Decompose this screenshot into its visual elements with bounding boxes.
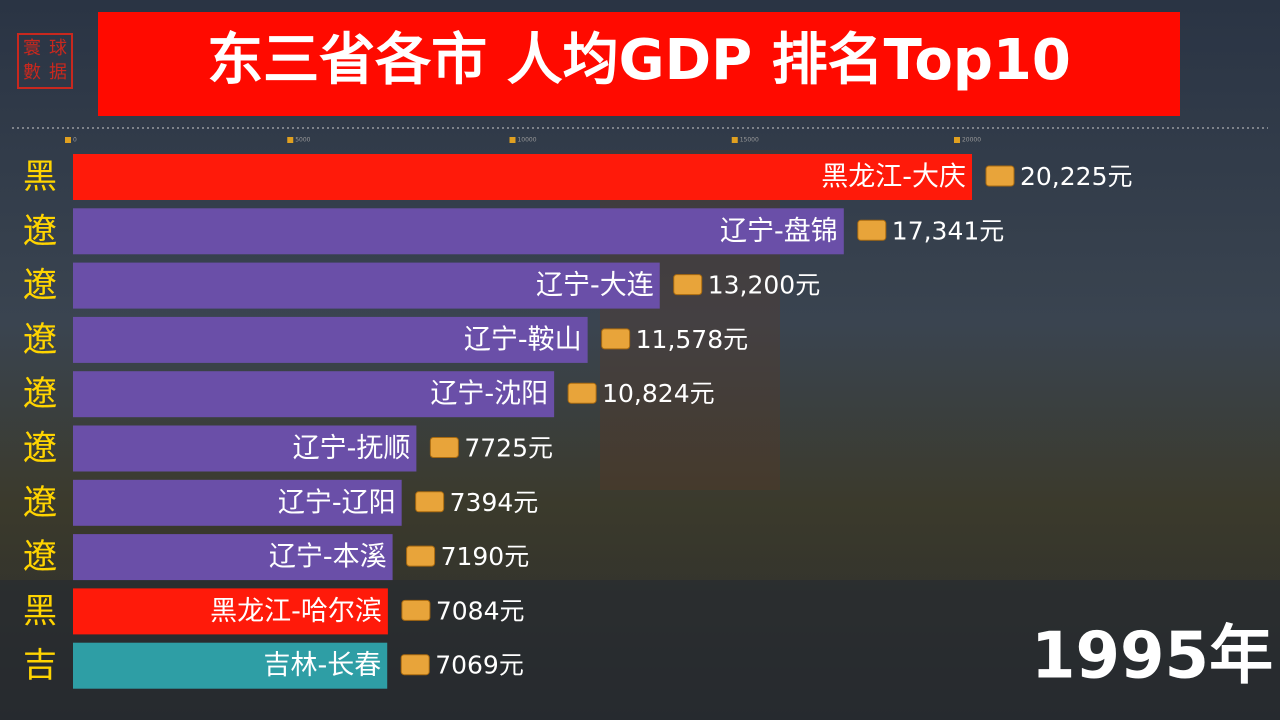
money-icon bbox=[415, 491, 445, 513]
title-box bbox=[98, 12, 1180, 116]
region-label: 遼 bbox=[23, 537, 57, 577]
bar bbox=[73, 534, 393, 581]
logo-char: 据 bbox=[49, 62, 67, 83]
value-label: 7394元 bbox=[450, 488, 539, 517]
bar bbox=[73, 154, 972, 200]
x-tick-label: 0 bbox=[73, 137, 77, 144]
bar bbox=[73, 316, 588, 363]
money-icon bbox=[601, 328, 631, 350]
x-tick-label: 20000 bbox=[962, 137, 981, 144]
period-label: 1995年 bbox=[1031, 620, 1273, 694]
x-tick-mark bbox=[731, 137, 738, 143]
money-icon bbox=[985, 165, 1015, 187]
bar bbox=[73, 208, 844, 255]
x-tick-mark bbox=[65, 137, 71, 143]
region-label: 黑 bbox=[23, 157, 57, 197]
region-label: 吉 bbox=[23, 646, 57, 686]
bar bbox=[73, 262, 660, 309]
chart-title: 东三省各市 人均GDP 排名Top10 bbox=[207, 28, 1071, 93]
category-label: 吉林-长春 bbox=[263, 650, 381, 681]
bar bbox=[73, 371, 555, 418]
value-label: 11,578元 bbox=[636, 325, 748, 354]
value-label: 10,824元 bbox=[602, 379, 714, 408]
category-label: 辽宁-沈阳 bbox=[430, 379, 548, 410]
region-label: 黑 bbox=[23, 591, 57, 631]
bar bbox=[73, 588, 388, 635]
value-label: 7084元 bbox=[436, 596, 525, 625]
logo-char: 寰 bbox=[23, 38, 41, 59]
x-tick-mark bbox=[509, 137, 516, 143]
money-icon bbox=[401, 599, 431, 621]
bar bbox=[73, 479, 402, 526]
x-tick-mark bbox=[953, 137, 960, 143]
category-label: 辽宁-盘锦 bbox=[720, 216, 838, 247]
money-icon bbox=[857, 219, 887, 241]
money-icon bbox=[400, 654, 430, 676]
category-label: 辽宁-大连 bbox=[536, 270, 654, 301]
category-label: 辽宁-鞍山 bbox=[464, 324, 582, 355]
bar bbox=[73, 642, 388, 689]
value-label: 20,225元 bbox=[1020, 162, 1132, 191]
x-tick-mark bbox=[287, 137, 294, 143]
x-tick-label: 5000 bbox=[295, 137, 310, 144]
money-icon bbox=[673, 274, 703, 296]
value-label: 7069元 bbox=[435, 651, 524, 680]
category-label: 辽宁-抚顺 bbox=[293, 433, 411, 464]
category-label: 辽宁-本溪 bbox=[269, 542, 387, 573]
x-tick-label: 10000 bbox=[517, 137, 536, 144]
region-label: 遼 bbox=[23, 320, 57, 360]
value-label: 17,341元 bbox=[892, 216, 1004, 245]
category-label: 黑龙江-哈尔滨 bbox=[210, 596, 382, 627]
money-icon bbox=[429, 437, 459, 458]
bar bbox=[73, 425, 417, 472]
background-rig bbox=[600, 150, 780, 490]
value-label: 7190元 bbox=[441, 542, 530, 571]
value-label: 7725元 bbox=[464, 434, 553, 463]
region-label: 遼 bbox=[23, 374, 57, 414]
logo-char: 球 bbox=[49, 38, 67, 59]
region-label: 遼 bbox=[23, 266, 57, 306]
region-label: 遼 bbox=[23, 211, 57, 251]
logo: 寰 球 數 据 bbox=[17, 33, 73, 89]
region-label: 遼 bbox=[23, 483, 57, 523]
logo-char: 數 bbox=[23, 62, 41, 83]
money-icon bbox=[567, 382, 597, 404]
category-label: 辽宁-辽阳 bbox=[278, 487, 396, 518]
x-tick-label: 15000 bbox=[740, 137, 759, 144]
category-label: 黑龙江-大庆 bbox=[821, 162, 966, 193]
money-icon bbox=[406, 545, 436, 567]
logo-frame bbox=[17, 33, 73, 89]
value-label: 13,200元 bbox=[708, 271, 820, 300]
region-label: 遼 bbox=[23, 429, 57, 469]
